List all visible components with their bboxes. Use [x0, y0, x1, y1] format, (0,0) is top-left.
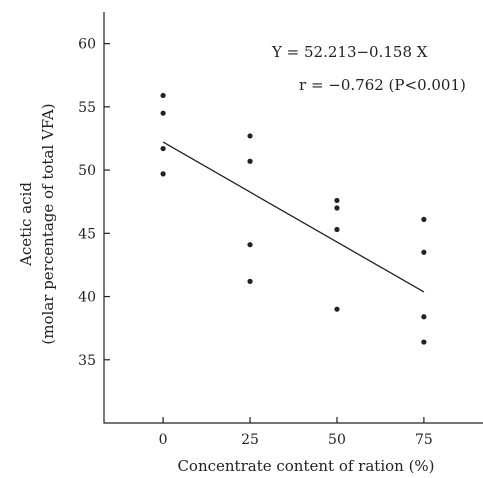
data-point [160, 145, 166, 152]
y-tick-label: 35 [78, 353, 96, 369]
y-tick-label: 50 [78, 163, 96, 179]
correlation-coefficient: r = −0.762 (P<0.001) [299, 76, 466, 94]
data-point [160, 171, 166, 177]
data-point [421, 249, 427, 255]
data-point [247, 158, 253, 164]
x-axis-title: Concentrate content of ration (%) [177, 457, 434, 475]
data-point [421, 339, 427, 345]
data-point [334, 306, 340, 312]
regression-line [162, 141, 425, 293]
points-layer [160, 92, 427, 345]
data-point [334, 197, 340, 204]
y-tick-label: 45 [78, 226, 96, 242]
x-tick-label: 25 [241, 432, 259, 448]
data-point [421, 216, 427, 222]
regression-equation: Y = 52.213−0.158 X [271, 43, 428, 61]
x-tick-label: 50 [328, 432, 346, 448]
y-tick-label: 40 [78, 290, 96, 306]
data-point [247, 242, 253, 248]
ticks-layer: 0 25 50 75 35 40 45 50 55 60 [78, 37, 433, 448]
x-tick-label: 0 [159, 432, 168, 448]
data-point [334, 205, 340, 211]
data-point [334, 226, 340, 233]
y-axis-title-line2: (molar percentage of total VFA) [39, 103, 57, 344]
axes [103, 12, 483, 424]
y-axis-title-line1: Acetic acid [17, 182, 35, 267]
x-tick-label: 75 [415, 432, 433, 448]
plot-area: 0 25 50 75 35 40 45 50 55 60 [78, 12, 483, 448]
data-point [421, 314, 427, 320]
data-point [247, 278, 253, 284]
data-point [160, 92, 166, 99]
data-point [160, 110, 166, 116]
y-tick-label: 55 [78, 100, 96, 116]
data-point [247, 133, 253, 139]
y-tick-label: 60 [78, 37, 96, 53]
